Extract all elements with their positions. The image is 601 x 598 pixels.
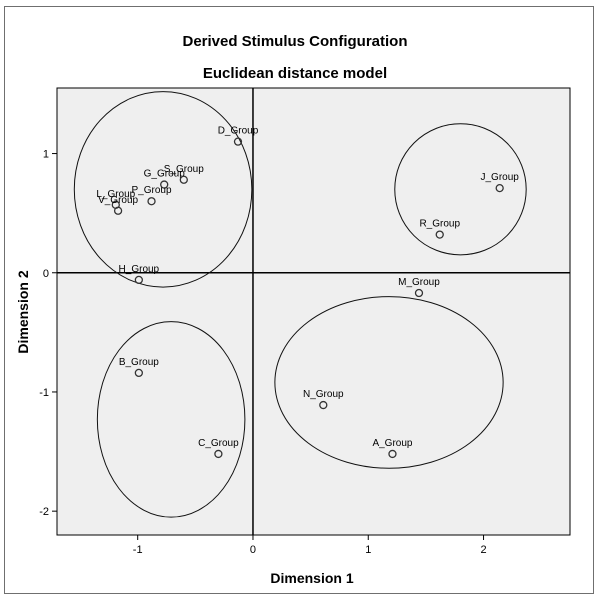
plot-area xyxy=(56,87,571,536)
data-label-d-group: D_Group xyxy=(218,126,259,137)
data-point-g-group xyxy=(160,180,169,189)
data-point-b-group xyxy=(134,368,143,378)
x-tick-label: 0 xyxy=(250,544,256,556)
y-tick-label: 1 xyxy=(43,149,49,161)
group-ellipse-2 xyxy=(394,123,527,256)
data-point-m-group xyxy=(414,288,424,298)
data-label-v-group: V_Group xyxy=(98,195,138,206)
chart-title: Derived Stimulus Configuration xyxy=(182,33,407,50)
x-tick-label: -1 xyxy=(133,544,143,556)
data-label-l-group: L_Group xyxy=(96,189,135,200)
data-label-c-group: C_Group xyxy=(198,438,239,449)
data-point-h-group xyxy=(134,275,143,285)
data-point-p-group xyxy=(147,197,156,206)
y-axis-label: Dimension 2 xyxy=(15,270,31,353)
data-label-r-group: R_Group xyxy=(419,219,460,230)
data-label-p-group: P_Group xyxy=(132,185,172,196)
data-label-s-group: S_Group xyxy=(164,164,204,175)
data-point-j-group xyxy=(495,183,504,193)
group-ellipse-3 xyxy=(96,321,246,518)
data-label-a-group: A_Group xyxy=(372,438,412,449)
data-label-n-group: N_Group xyxy=(303,389,344,400)
data-label-h-group: H_Group xyxy=(119,264,160,275)
data-point-v-group xyxy=(113,206,123,215)
chart-subtitle: Euclidean distance model xyxy=(203,65,387,82)
data-label-j-group: J_Group xyxy=(480,172,519,183)
data-point-a-group xyxy=(388,449,397,459)
data-point-n-group xyxy=(319,400,328,410)
data-point-s-group xyxy=(179,175,188,184)
data-point-c-group xyxy=(214,449,223,459)
data-point-d-group xyxy=(233,137,243,146)
y-tick-label: 0 xyxy=(43,268,49,280)
group-ellipse-1 xyxy=(73,91,253,288)
x-tick-label: 2 xyxy=(480,544,486,556)
y-tick-label: -2 xyxy=(39,506,49,518)
x-tick-label: 1 xyxy=(365,544,371,556)
data-point-r-group xyxy=(435,230,444,239)
group-ellipse-4 xyxy=(274,296,504,469)
data-label-b-group: B_Group xyxy=(119,357,159,368)
x-axis-label: Dimension 1 xyxy=(270,570,353,586)
data-label-g-group: G_Group xyxy=(144,169,186,180)
data-label-m-group: M_Group xyxy=(398,277,440,288)
y-tick-label: -1 xyxy=(39,387,49,399)
